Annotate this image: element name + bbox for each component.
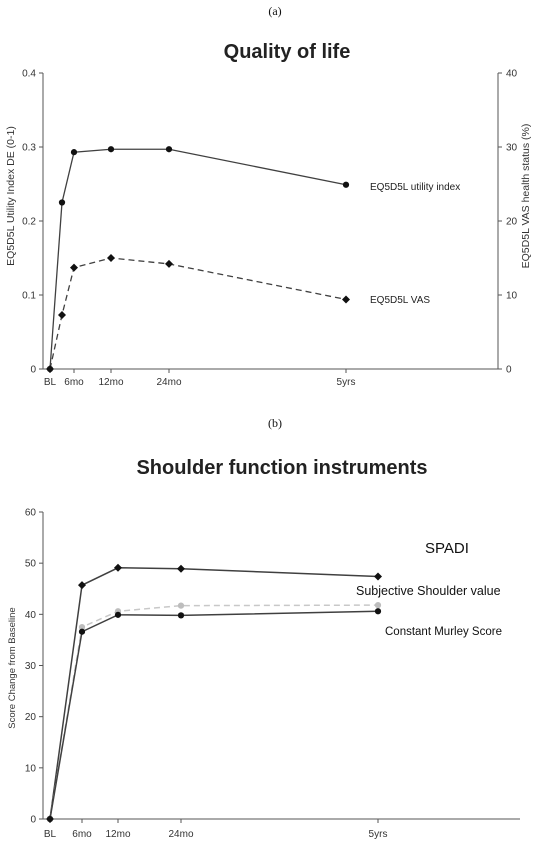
x-tick-label: 24mo: [168, 829, 193, 840]
panel-label-a: (a): [268, 4, 282, 18]
series-vas: EQ5D5L VAS: [46, 254, 430, 373]
axes: 0 10 20 30 40 50 60 BL 6mo 12mo 24mo 5yrs: [25, 508, 520, 840]
data-point: [114, 611, 122, 618]
data-point: [78, 628, 86, 635]
data-point: [165, 146, 173, 153]
y-tick-label: 0.1: [22, 291, 36, 302]
series-utility-index: EQ5D5L utility index: [46, 146, 460, 373]
series-constant-murley-score: Constant Murley Score: [46, 608, 502, 823]
data-point: [177, 612, 185, 619]
y-axis-label: EQ5D5L Utility Index DE (0-1): [5, 126, 17, 266]
chart-title: Quality of life: [224, 41, 351, 63]
series-label: SPADI: [425, 540, 469, 557]
series-subjective-shoulder-value: Subjective Shoulder value: [46, 584, 501, 823]
x-tick-label: 24mo: [156, 377, 181, 388]
series-label: Subjective Shoulder value: [356, 584, 501, 598]
y2-tick-label: 20: [506, 217, 518, 228]
series-line: [49, 610, 379, 820]
data-point: [342, 295, 350, 304]
y-tick-label: 50: [25, 559, 37, 570]
panel-label-b: (b): [268, 416, 282, 430]
shoulder-function-chart: Shoulder function instruments Score Chan…: [7, 457, 520, 840]
series-line: [49, 148, 347, 370]
y-tick-label: 20: [25, 712, 37, 723]
series-label: EQ5D5L VAS: [370, 295, 430, 306]
data-point: [78, 624, 86, 631]
y2-tick-label: 40: [506, 69, 518, 80]
y-tick-label: 30: [25, 661, 37, 672]
data-point: [165, 259, 173, 268]
y2-tick-label: 10: [506, 291, 518, 302]
data-point: [58, 199, 66, 206]
y-tick-label: 0.2: [22, 217, 36, 228]
data-point: [374, 608, 382, 615]
y-tick-label: 40: [25, 610, 37, 621]
data-point: [374, 602, 382, 609]
y-tick-label: 10: [25, 763, 37, 774]
y-tick-label: 0.4: [22, 69, 36, 80]
data-point: [70, 149, 78, 156]
series-spadi: SPADI: [46, 540, 469, 823]
x-tick-label: 6mo: [64, 377, 84, 388]
series-layer: SPADI Subjective Shoulder value Constant M…: [46, 540, 502, 823]
y-tick-label: 0: [30, 815, 36, 826]
data-point: [70, 263, 78, 272]
axes: 0 0.1 0.2 0.3 0.4 0 10 20 30 40 BL 6mo 12mo 24mo 5yrs: [22, 69, 517, 389]
data-point: [46, 365, 54, 373]
x-tick-label: 12mo: [98, 377, 123, 388]
y2-tick-label: 0: [506, 365, 512, 376]
series-line: [49, 604, 379, 820]
x-tick-label: BL: [44, 377, 57, 388]
x-tick-label: 5yrs: [337, 377, 356, 388]
y-tick-label: 0.3: [22, 143, 36, 154]
data-point: [107, 146, 115, 153]
series-label: Constant Murley Score: [385, 626, 502, 638]
data-point: [177, 602, 185, 609]
x-tick-label: 6mo: [72, 829, 92, 840]
y-tick-label: 0: [30, 365, 36, 376]
chart-title: Shoulder function instruments: [136, 457, 427, 479]
series-label: EQ5D5L utility index: [370, 182, 460, 193]
data-point: [107, 254, 115, 262]
y2-axis-label: EQ5D5L VAS health status (%): [520, 124, 532, 269]
y2-tick-label: 30: [506, 143, 518, 154]
data-point: [46, 815, 54, 823]
series-line: [49, 257, 347, 370]
series-layer: EQ5D5L utility index EQ5D5L VAS: [46, 146, 460, 373]
x-tick-label: 12mo: [105, 829, 130, 840]
data-point: [114, 563, 122, 572]
x-tick-label: BL: [44, 829, 57, 840]
x-tick-label: 5yrs: [369, 829, 388, 840]
data-point: [58, 310, 66, 319]
data-point: [177, 564, 185, 573]
data-point: [78, 581, 86, 590]
data-point: [342, 181, 350, 188]
data-point: [374, 572, 382, 581]
y-axis-label: Score Change from Baseline: [7, 607, 18, 728]
quality-of-life-chart: Quality of life EQ5D5L Utility Index DE …: [5, 41, 532, 389]
y-tick-label: 60: [25, 508, 37, 519]
